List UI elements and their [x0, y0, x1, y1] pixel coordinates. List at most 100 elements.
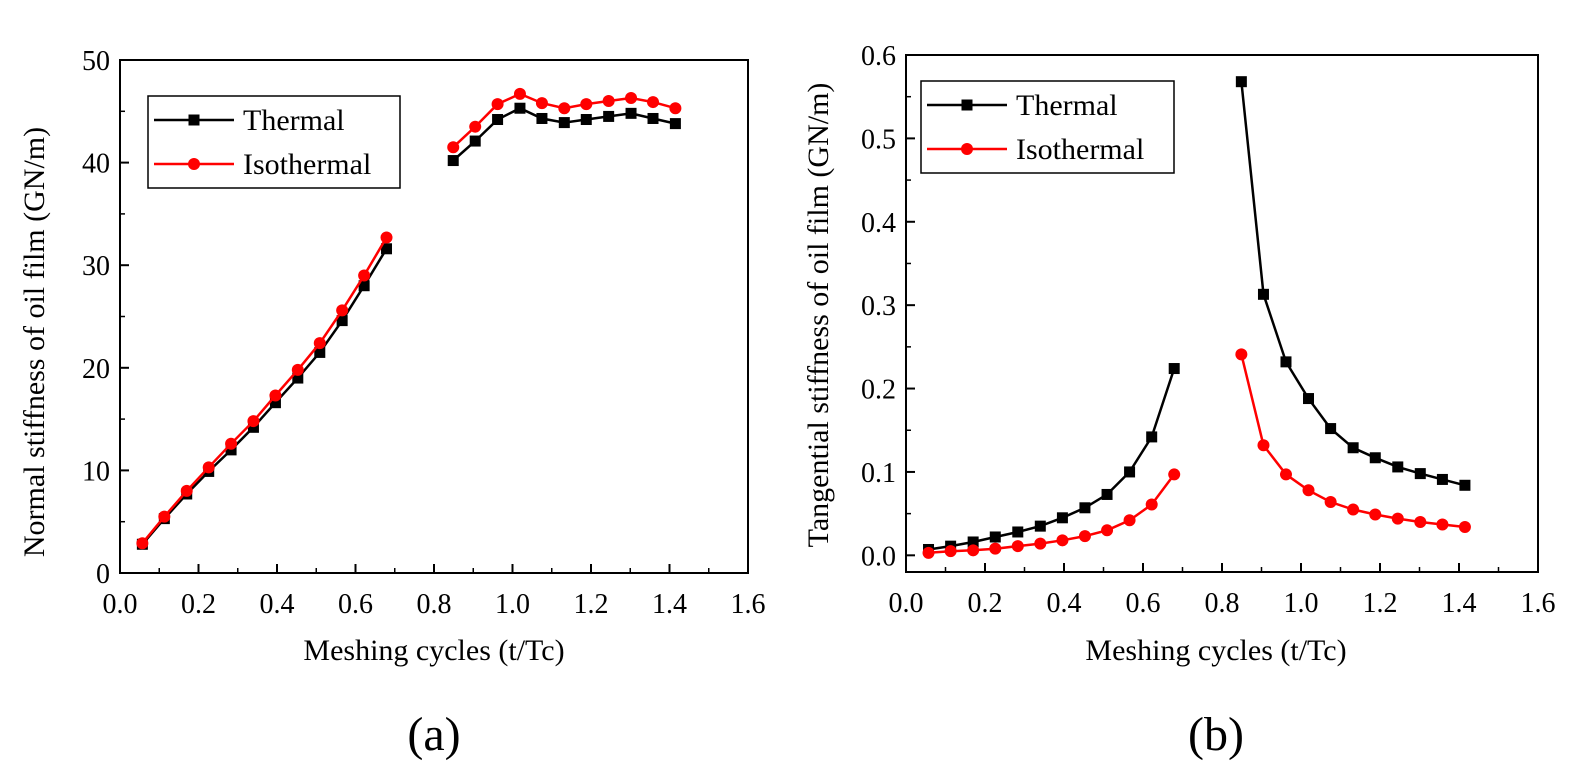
data-point	[1011, 540, 1024, 553]
data-point	[1078, 530, 1091, 543]
data-point	[1347, 503, 1360, 516]
data-point	[1056, 512, 1068, 524]
data-point	[513, 87, 526, 100]
legend-box	[920, 80, 1175, 174]
y-axis-title-b: Tangential stiffness of oil film (GN/m)	[802, 83, 835, 548]
y-tick-label: 0.4	[861, 208, 896, 239]
series-line	[928, 473, 1176, 555]
legend-label: Thermal	[1016, 89, 1118, 122]
y-tick-label: 0	[96, 559, 110, 590]
data-point	[1124, 466, 1136, 478]
data-point	[1436, 518, 1449, 531]
legend-marker	[961, 143, 973, 155]
legend-box	[147, 95, 401, 189]
data-point	[558, 102, 571, 115]
data-point	[580, 98, 593, 111]
x-tick-label: 1.0	[1284, 588, 1319, 619]
data-point	[358, 269, 371, 282]
y-tick-label: 0.6	[861, 41, 896, 72]
data-point	[1324, 495, 1337, 508]
data-point	[1034, 537, 1047, 550]
data-point	[669, 102, 682, 115]
data-point	[647, 96, 660, 109]
series-line	[928, 368, 1176, 551]
x-tick-label: 0.0	[103, 589, 138, 620]
x-tick-label: 0.2	[181, 589, 216, 620]
y-tick-label: 0.1	[861, 458, 896, 489]
y-axis-title-a: Normal stiffness of oil film (GN/m)	[18, 127, 51, 557]
x-tick-label: 0.6	[338, 589, 373, 620]
data-point	[225, 444, 237, 456]
data-point	[1079, 502, 1091, 514]
x-tick-label: 1.4	[1442, 588, 1477, 619]
data-point	[536, 112, 548, 124]
series-line	[1240, 81, 1466, 487]
data-point	[989, 542, 1002, 555]
data-point	[1369, 508, 1382, 521]
series-line	[141, 236, 388, 544]
y-tick-label: 50	[82, 46, 110, 77]
data-point	[1414, 468, 1426, 480]
data-point	[447, 141, 460, 154]
data-point	[1257, 439, 1270, 452]
data-point	[1034, 520, 1046, 532]
data-point	[1101, 488, 1113, 500]
data-point	[336, 315, 348, 327]
x-axis-title-b: Meshing cycles (t/Tc)	[1085, 634, 1346, 667]
data-point	[447, 155, 459, 167]
data-point	[247, 421, 259, 433]
data-point	[1369, 452, 1381, 464]
data-point	[136, 537, 149, 550]
x-tick-label: 1.6	[1521, 588, 1556, 619]
data-point	[158, 510, 171, 523]
x-tick-label: 0.4	[260, 589, 295, 620]
x-tick-label: 1.0	[495, 589, 530, 620]
data-point	[314, 346, 326, 358]
y-tick-label: 10	[82, 456, 110, 487]
data-point	[1414, 515, 1427, 528]
data-point	[580, 114, 592, 126]
data-point	[1436, 473, 1448, 485]
data-point	[1235, 348, 1248, 361]
data-point	[247, 415, 260, 428]
data-point	[1168, 468, 1181, 481]
x-tick-label: 0.6	[1126, 588, 1161, 619]
data-point	[1280, 356, 1292, 368]
data-point	[647, 112, 659, 124]
y-tick-label: 0.0	[861, 541, 896, 572]
data-point	[1056, 534, 1069, 547]
series-isothermal	[922, 348, 1471, 559]
data-point	[1459, 479, 1471, 491]
x-tick-label: 0.8	[1205, 588, 1240, 619]
data-point	[269, 397, 281, 409]
data-point	[1012, 526, 1024, 538]
legend-marker	[188, 114, 200, 126]
data-point	[469, 135, 481, 147]
x-tick-label: 0.0	[889, 588, 924, 619]
data-point	[336, 304, 349, 317]
y-tick-label: 30	[82, 251, 110, 282]
data-point	[1279, 468, 1292, 481]
x-tick-label: 0.4	[1047, 588, 1082, 619]
data-point	[535, 97, 548, 110]
legend-marker	[961, 99, 973, 111]
legend-label: Isothermal	[1016, 133, 1144, 166]
data-point	[1168, 363, 1180, 375]
data-point	[1145, 498, 1158, 511]
data-point	[558, 117, 570, 129]
data-point	[313, 337, 326, 350]
data-point	[492, 114, 504, 126]
x-tick-label: 0.2	[968, 588, 1003, 619]
data-point	[967, 536, 979, 548]
data-point	[1146, 431, 1158, 443]
data-point	[1302, 484, 1315, 497]
data-point	[292, 372, 304, 384]
y-tick-label: 40	[82, 149, 110, 180]
data-point	[625, 107, 637, 119]
data-point	[1303, 393, 1315, 405]
data-point	[381, 243, 393, 255]
x-tick-label: 1.2	[1363, 588, 1398, 619]
data-point	[491, 98, 504, 111]
data-point	[944, 545, 957, 558]
